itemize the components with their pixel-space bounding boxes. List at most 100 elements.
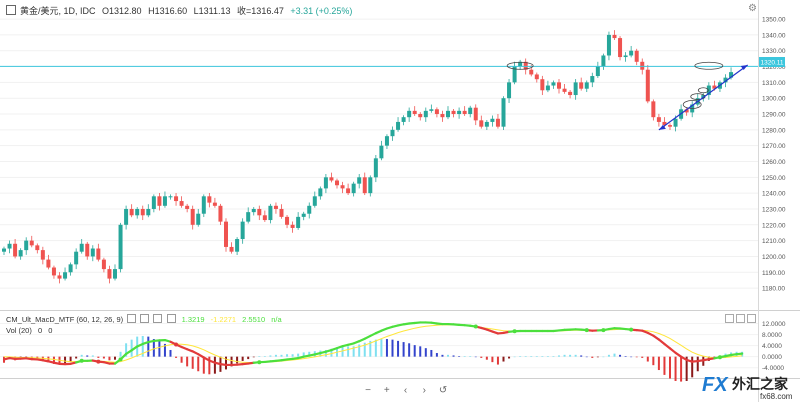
candle-body	[340, 185, 345, 189]
histogram-bar	[280, 354, 283, 357]
candle-body	[390, 129, 395, 137]
histogram-bar	[286, 354, 289, 357]
macd-histogram	[3, 336, 744, 382]
histogram-bar	[607, 354, 610, 357]
close-icon[interactable]	[153, 314, 163, 323]
histogram-bar	[130, 339, 133, 357]
histogram-bar	[208, 356, 211, 375]
candle-body	[551, 82, 556, 86]
histogram-bar	[502, 356, 505, 362]
histogram-bar	[619, 354, 622, 357]
candle-body	[351, 183, 356, 194]
candle-body	[368, 177, 373, 194]
candle-body	[162, 196, 167, 206]
histogram-bar	[558, 355, 560, 357]
candle-body	[512, 66, 517, 83]
candle-body	[412, 110, 417, 115]
candle-body	[179, 201, 184, 206]
cross-dot	[257, 360, 262, 365]
symbol-icon[interactable]	[6, 5, 16, 15]
candle-body	[18, 250, 23, 257]
histogram-bar	[408, 343, 411, 357]
histogram-bar	[263, 356, 266, 357]
indicator-name: CM_Ult_MacD_MTF (60, 12, 26, 9)	[6, 315, 124, 324]
candlestick-series	[2, 30, 734, 284]
candle-body	[157, 196, 162, 206]
candle-body	[606, 34, 611, 56]
histogram-bar	[180, 356, 183, 363]
pane-down-icon[interactable]	[736, 314, 745, 323]
annotations	[506, 61, 749, 131]
watermark-fx: FX	[702, 374, 728, 396]
candle-body	[329, 177, 334, 181]
histogram-bar	[458, 356, 461, 357]
candle-body	[490, 118, 495, 122]
candle-body	[63, 272, 68, 279]
candle-body	[135, 208, 140, 216]
histogram-bar	[330, 348, 333, 357]
histogram-bar	[274, 354, 277, 357]
reset-button[interactable]: ↺	[438, 385, 448, 396]
histogram-bar	[108, 356, 111, 361]
price-tick-label: 1200.00	[762, 254, 786, 261]
candle-body	[373, 158, 378, 178]
candle-body	[729, 72, 734, 78]
price-tick-label: 1230.00	[762, 206, 786, 213]
zoom-in-button[interactable]: +	[383, 385, 390, 396]
macd-segment	[652, 334, 661, 341]
cross-dot	[79, 358, 84, 363]
symbol-label: 黄金/美元, 1D, IDC	[20, 6, 96, 16]
gear-icon[interactable]: ⚙	[748, 3, 757, 14]
price-tick-label: 1260.00	[762, 159, 786, 166]
cross-dot	[118, 357, 123, 362]
trend-arrowtail	[658, 124, 666, 130]
candle-body	[601, 55, 606, 67]
histogram-bar	[69, 356, 72, 362]
cross-dot	[717, 355, 722, 360]
scroll-left-button[interactable]: ‹	[403, 385, 408, 396]
indicator-tick-label: 0.0000	[762, 354, 782, 361]
candle-body	[534, 74, 539, 80]
candle-body	[440, 114, 445, 118]
candle-body	[251, 208, 256, 213]
cross-dot	[601, 328, 606, 333]
eye-icon[interactable]	[127, 314, 137, 323]
more-icon[interactable]	[166, 314, 176, 323]
candle-body	[57, 275, 62, 279]
histogram-bar	[696, 356, 699, 372]
histogram-bar	[347, 346, 350, 357]
price-tick-label: 1210.00	[762, 238, 786, 245]
histogram-bar	[64, 356, 67, 364]
candle-body	[151, 196, 156, 209]
pane-up-icon[interactable]	[725, 314, 734, 323]
histogram-bar	[524, 356, 527, 357]
candle-body	[484, 121, 489, 127]
price-tick-label: 1350.00	[762, 17, 786, 24]
histogram-bar	[186, 356, 189, 367]
histogram-bar	[119, 351, 122, 357]
histogram-bar	[480, 356, 483, 358]
pane-close-icon[interactable]	[747, 314, 756, 323]
candle-body	[568, 91, 573, 96]
candle-body	[307, 205, 312, 214]
scroll-right-button[interactable]: ›	[422, 385, 427, 396]
settings-icon[interactable]	[140, 314, 150, 323]
candle-body	[174, 196, 179, 202]
candle-body	[473, 107, 478, 121]
candle-body	[318, 188, 323, 197]
indicator-legend: CM_Ult_MacD_MTF (60, 12, 26, 9) 1.3219 -…	[6, 314, 282, 324]
candle-body	[24, 240, 29, 251]
histogram-bar	[691, 356, 694, 378]
histogram-bar	[402, 342, 405, 357]
candle-body	[595, 66, 600, 77]
candle-body	[218, 205, 223, 222]
zoom-out-button[interactable]: −	[365, 385, 371, 396]
candle-body	[168, 196, 173, 198]
indicator-value-1: 1.3219	[181, 315, 205, 324]
histogram-bar	[413, 345, 416, 357]
histogram-bar	[52, 356, 55, 364]
candle-body	[268, 205, 273, 221]
cross-dot	[629, 327, 634, 332]
histogram-bar	[75, 356, 78, 359]
